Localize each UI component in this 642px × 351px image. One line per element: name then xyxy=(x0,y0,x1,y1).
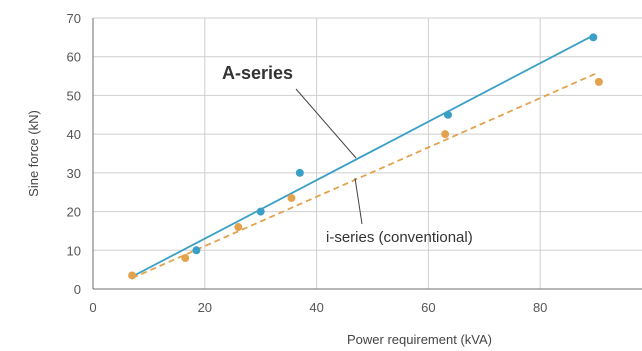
trend-line-i-series xyxy=(131,71,600,279)
data-point-i-series xyxy=(128,271,137,280)
data-point-i-series xyxy=(441,130,450,139)
annotation-label: i-series (conventional) xyxy=(326,229,473,246)
data-point-i-series xyxy=(234,223,243,232)
trend-lines xyxy=(131,34,600,279)
x-tick-label: 80 xyxy=(533,300,547,315)
y-tick-label: 10 xyxy=(67,243,81,258)
x-tick-label: 40 xyxy=(309,300,323,315)
x-tick-label: 0 xyxy=(89,300,96,315)
annotation-leader-line xyxy=(354,177,363,225)
x-axis-title: Power requirement (kVA) xyxy=(347,332,492,347)
data-points xyxy=(128,33,603,280)
data-point-a-series xyxy=(589,33,598,42)
y-tick-label: 70 xyxy=(67,11,81,26)
data-point-i-series xyxy=(181,254,190,263)
x-tick-label: 60 xyxy=(421,300,435,315)
data-point-i-series xyxy=(594,77,603,86)
axes: 010203040506070020406080100 xyxy=(67,11,642,315)
trend-line-a-series xyxy=(131,34,594,278)
y-tick-label: 30 xyxy=(67,166,81,181)
data-point-a-series xyxy=(192,246,201,255)
data-point-a-series xyxy=(256,207,265,216)
annotations: A-series i-series (conventional) xyxy=(222,63,473,246)
annotation-label: A-series xyxy=(222,63,293,83)
data-point-a-series xyxy=(443,110,452,119)
data-point-i-series xyxy=(287,194,296,203)
y-tick-label: 60 xyxy=(67,50,81,65)
y-tick-label: 20 xyxy=(67,205,81,220)
y-tick-label: 50 xyxy=(67,88,81,103)
data-point-a-series xyxy=(295,168,304,177)
x-tick-label: 20 xyxy=(198,300,212,315)
y-tick-label: 40 xyxy=(67,127,81,142)
y-axis-title: Sine force (kN) xyxy=(26,110,41,197)
annotation-leader-line xyxy=(295,88,357,159)
y-tick-label: 0 xyxy=(74,282,81,297)
